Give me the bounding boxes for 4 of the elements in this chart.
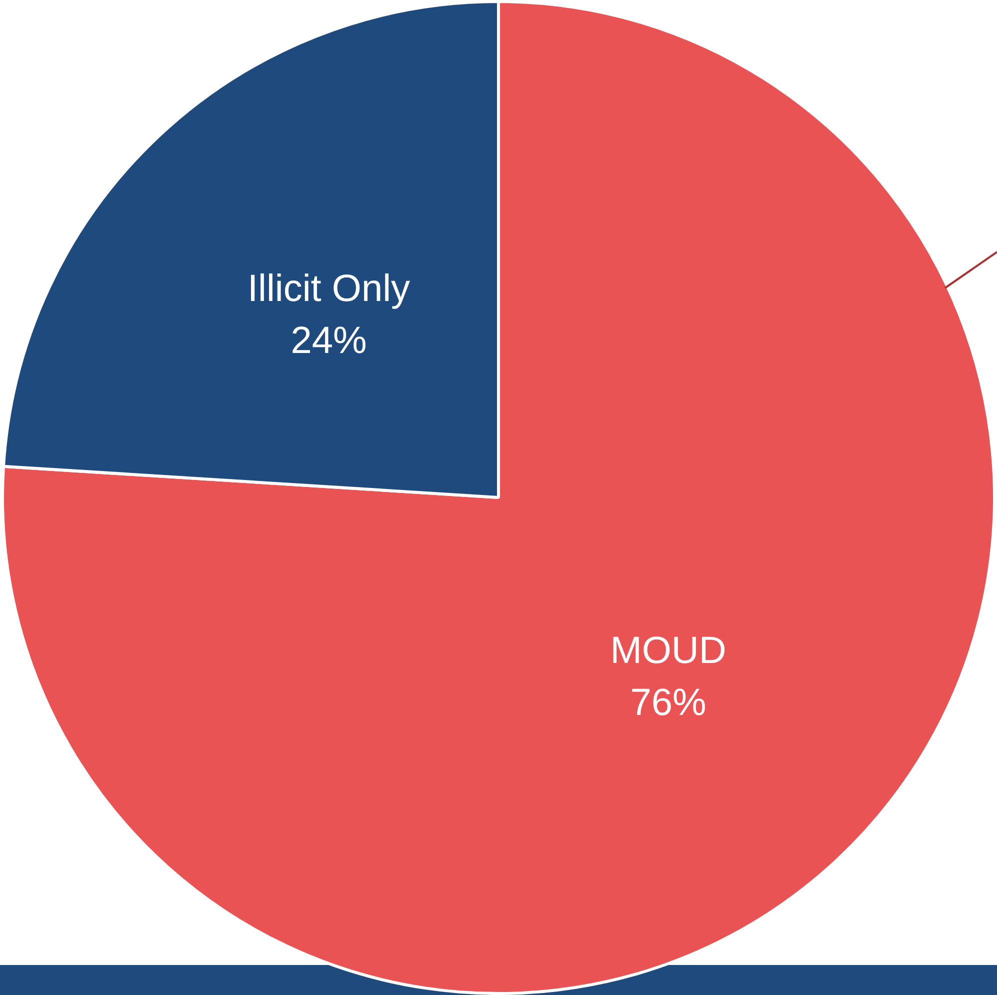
data-label: 24% bbox=[290, 320, 367, 362]
slice-label: Illicit Only bbox=[247, 268, 410, 310]
slice-label: MOUD bbox=[610, 630, 726, 672]
data-label: 76% bbox=[630, 682, 706, 724]
